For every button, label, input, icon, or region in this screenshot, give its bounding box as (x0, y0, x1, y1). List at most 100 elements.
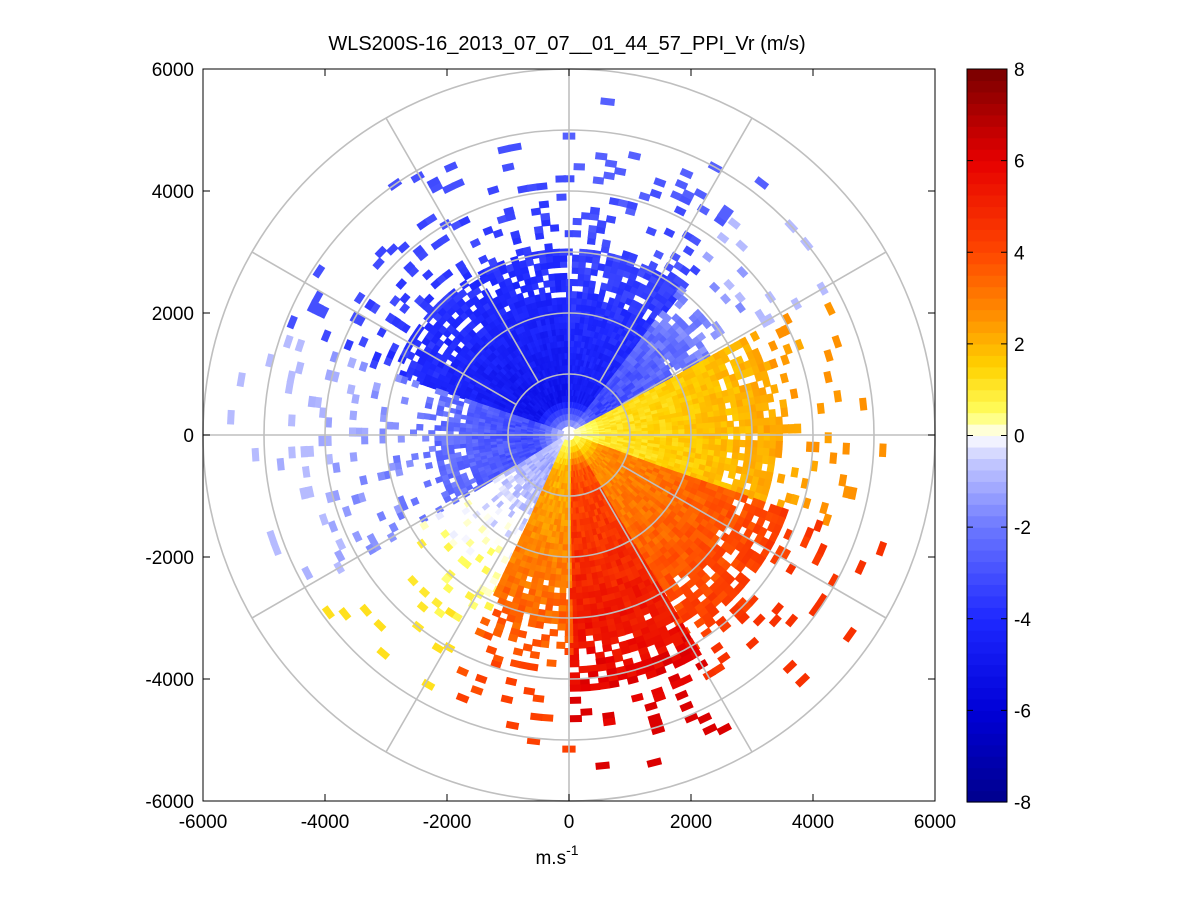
velocity-cell (582, 322, 589, 331)
velocity-cell (588, 317, 595, 326)
velocity-cell (551, 328, 557, 337)
velocity-cell (549, 316, 555, 325)
velocity-cell (385, 243, 399, 256)
velocity-cell (586, 298, 593, 307)
velocity-cell (603, 354, 611, 363)
velocity-cell (504, 401, 513, 409)
velocity-cell (530, 301, 538, 310)
velocity-cell (413, 294, 425, 306)
velocity-cell (532, 694, 545, 703)
velocity-cell (719, 293, 732, 305)
velocity-cell (562, 544, 568, 552)
velocity-cell (580, 303, 587, 312)
velocity-cell (581, 334, 587, 343)
velocity-cell (601, 239, 611, 248)
velocity-cell (286, 315, 298, 330)
velocity-cell (578, 328, 584, 336)
velocity-cell (539, 262, 549, 270)
velocity-cell (349, 452, 358, 462)
velocity-cell (595, 225, 606, 235)
velocity-cell (312, 264, 326, 279)
velocity-cell (251, 447, 260, 462)
velocity-cell (562, 538, 568, 546)
velocity-cell (513, 355, 521, 364)
velocity-cell (598, 288, 607, 297)
velocity-cell (441, 350, 452, 360)
velocity-cell (538, 287, 546, 296)
velocity-cell (578, 260, 586, 269)
velocity-cell (533, 262, 542, 272)
velocity-cell (571, 297, 578, 305)
velocity-cell (585, 304, 592, 313)
velocity-cell (554, 273, 562, 281)
velocity-cell (573, 163, 586, 171)
velocity-cell (534, 351, 541, 360)
velocity-cell (709, 281, 721, 293)
velocity-cell (422, 269, 434, 281)
velocity-cell (523, 277, 533, 287)
velocity-cell (487, 185, 500, 196)
velocity-cell (585, 255, 594, 264)
velocity-cell (563, 525, 568, 534)
velocity-cell (546, 261, 555, 270)
velocity-cell (480, 397, 489, 404)
velocity-cell (600, 346, 607, 355)
velocity-cell (527, 334, 535, 343)
velocity-cell (592, 176, 605, 185)
velocity-cell (361, 435, 369, 445)
velocity-cell (548, 273, 556, 282)
velocity-cell (545, 255, 555, 263)
velocity-cell (410, 170, 425, 184)
velocity-cell (416, 412, 425, 420)
velocity-cell (696, 331, 707, 342)
velocity-cell (390, 315, 401, 327)
velocity-cell (400, 396, 409, 405)
velocity-cell (595, 761, 610, 770)
velocity-cell (487, 257, 498, 267)
velocity-cell (658, 310, 668, 320)
velocity-cell (405, 459, 414, 468)
velocity-cell (530, 366, 538, 375)
velocity-cell (560, 346, 566, 354)
velocity-cell (503, 277, 513, 287)
velocity-cell (355, 314, 366, 327)
velocity-cell (689, 264, 701, 276)
velocity-cell (689, 235, 702, 247)
velocity-cell (591, 299, 599, 308)
velocity-cell (508, 142, 522, 152)
velocity-cell (332, 462, 341, 474)
velocity-cell (443, 337, 453, 347)
velocity-cell (498, 401, 507, 409)
velocity-cell (714, 427, 722, 434)
velocity-cell (702, 428, 710, 435)
velocity-cell (434, 440, 442, 447)
velocity-cell (541, 268, 549, 277)
velocity-cell (768, 408, 777, 419)
velocity-cell (534, 231, 545, 240)
velocity-cell (512, 280, 521, 290)
velocity-cell (794, 423, 802, 434)
velocity-cell (672, 429, 680, 435)
velocity-cell (307, 395, 317, 408)
velocity-cell (522, 246, 532, 255)
velocity-cell (369, 358, 379, 370)
velocity-cell (586, 646, 596, 655)
velocity-cell (577, 279, 585, 287)
velocity-cell (395, 319, 406, 331)
velocity-cell (663, 227, 676, 239)
velocity-cell (491, 401, 500, 409)
velocity-cell (569, 593, 577, 601)
velocity-cell (649, 188, 663, 200)
velocity-cell (300, 445, 309, 458)
velocity-cell (613, 166, 627, 177)
velocity-cell (574, 321, 580, 330)
velocity-cell (535, 300, 543, 309)
velocity-cell (455, 297, 467, 308)
velocity-cell (529, 276, 538, 285)
velocity-cell (553, 340, 559, 349)
velocity-cell (608, 197, 620, 206)
velocity-cell (312, 302, 324, 317)
velocity-cell (474, 394, 483, 402)
velocity-cell (461, 270, 473, 281)
velocity-cell (734, 302, 746, 314)
